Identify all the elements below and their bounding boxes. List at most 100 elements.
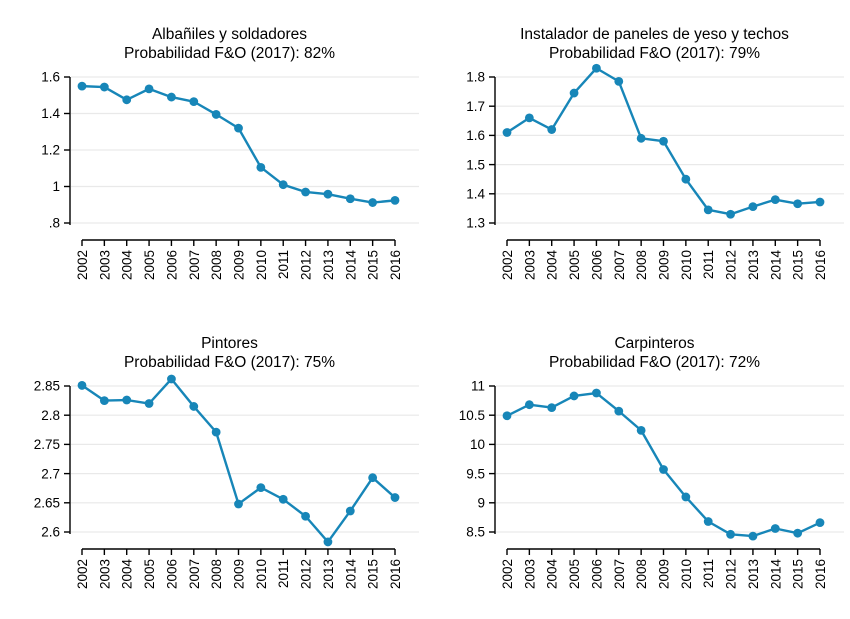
- svg-text:2008: 2008: [634, 250, 649, 280]
- svg-text:2016: 2016: [813, 250, 828, 280]
- svg-text:2.75: 2.75: [34, 437, 60, 452]
- svg-text:2002: 2002: [75, 250, 90, 280]
- svg-text:2002: 2002: [500, 250, 515, 280]
- svg-text:2011: 2011: [276, 250, 291, 279]
- chart-pintores: Pintores Probabilidad F&O (2017): 75% 2.…: [0, 310, 425, 619]
- svg-text:2.7: 2.7: [41, 466, 60, 481]
- svg-text:1.5: 1.5: [466, 157, 485, 172]
- chart-title: Instalador de paneles de yeso y techos: [520, 26, 789, 43]
- chart-subtitle: Probabilidad F&O (2017): 79%: [548, 45, 761, 63]
- svg-text:2013: 2013: [746, 559, 761, 589]
- chart-subtitle: Probabilidad F&O (2017): 75%: [123, 354, 336, 372]
- plot-area-pintores: 2.6 2.65 2.7 2.75 2.8 2.85 2002 2003 2004 2005 200…: [34, 374, 419, 590]
- svg-text:2015: 2015: [366, 250, 381, 280]
- svg-text:2004: 2004: [545, 559, 560, 590]
- plot-area-carpinteros: 8.5 9 9.5 10 10.5 11 2002 2003 2004 2005 2006 2007 2…: [459, 379, 844, 590]
- svg-text:2014: 2014: [343, 559, 358, 590]
- svg-text:2006: 2006: [164, 559, 179, 589]
- chart-carpinteros: Carpinteros Probabilidad F&O (2017): 72%…: [425, 310, 850, 619]
- svg-text:2.8: 2.8: [41, 408, 60, 423]
- svg-text:2014: 2014: [343, 250, 358, 281]
- svg-text:2011: 2011: [701, 559, 716, 588]
- svg-text:2012: 2012: [724, 250, 739, 280]
- chart-title: Pintores: [201, 335, 258, 352]
- svg-text:2009: 2009: [232, 250, 247, 280]
- svg-text:8.5: 8.5: [466, 525, 485, 540]
- plot-area-albaniles: .8 1 1.2 1.4 1.6 2002 2003 2004 2005 2006 2007 2008…: [41, 70, 419, 281]
- plot-area-instalador: 1.3 1.4 1.5 1.6 1.7 1.8 2002 2003 2004 2005 2006 20…: [466, 63, 844, 281]
- chart-header: Pintores Probabilidad F&O (2017): 75%: [0, 310, 425, 372]
- svg-text:1.4: 1.4: [41, 106, 60, 121]
- svg-text:2007: 2007: [187, 250, 202, 280]
- svg-text:2015: 2015: [791, 559, 806, 589]
- svg-text:2011: 2011: [276, 559, 291, 588]
- svg-text:2004: 2004: [120, 559, 135, 590]
- svg-text:9: 9: [477, 496, 485, 511]
- svg-text:2013: 2013: [321, 559, 336, 589]
- svg-text:2005: 2005: [567, 559, 582, 589]
- svg-text:2010: 2010: [679, 559, 694, 589]
- svg-text:2014: 2014: [768, 559, 783, 590]
- svg-text:1.6: 1.6: [41, 70, 60, 85]
- svg-text:2010: 2010: [254, 559, 269, 589]
- svg-text:2.65: 2.65: [34, 496, 60, 511]
- svg-text:2002: 2002: [75, 559, 90, 589]
- svg-text:2007: 2007: [187, 559, 202, 589]
- svg-text:10.5: 10.5: [459, 408, 485, 423]
- chart-header: Instalador de paneles de yeso y techos P…: [425, 1, 850, 63]
- svg-text:2005: 2005: [567, 250, 582, 280]
- svg-text:2004: 2004: [120, 250, 135, 281]
- chart-instalador-paneles-yeso-techos: Instalador de paneles de yeso y techos P…: [425, 1, 850, 310]
- chart-subtitle: Probabilidad F&O (2017): 72%: [548, 354, 761, 372]
- svg-text:2004: 2004: [545, 250, 560, 281]
- svg-text:2011: 2011: [701, 250, 716, 279]
- svg-text:2003: 2003: [97, 559, 112, 589]
- svg-text:2009: 2009: [232, 559, 247, 589]
- svg-text:2016: 2016: [388, 250, 403, 280]
- svg-text:2006: 2006: [589, 559, 604, 589]
- svg-text:2002: 2002: [500, 559, 515, 589]
- svg-text:2005: 2005: [142, 559, 157, 589]
- svg-text:.8: .8: [49, 216, 60, 231]
- svg-text:9.5: 9.5: [466, 466, 485, 481]
- svg-text:2003: 2003: [522, 250, 537, 280]
- svg-text:2010: 2010: [254, 250, 269, 280]
- svg-text:2015: 2015: [791, 250, 806, 280]
- svg-text:2005: 2005: [142, 250, 157, 280]
- svg-text:2016: 2016: [813, 559, 828, 589]
- svg-text:2013: 2013: [321, 250, 336, 280]
- svg-text:1.3: 1.3: [466, 216, 485, 231]
- chart-albaniles-y-soldadores: Albañiles y soldadores Probabilidad F&O …: [0, 1, 425, 310]
- svg-text:2010: 2010: [679, 250, 694, 280]
- svg-text:2009: 2009: [657, 250, 672, 280]
- svg-text:1.7: 1.7: [466, 99, 485, 114]
- chart-subtitle: Probabilidad F&O (2017): 82%: [123, 45, 336, 63]
- svg-text:2003: 2003: [522, 559, 537, 589]
- svg-text:2014: 2014: [768, 250, 783, 281]
- svg-text:2007: 2007: [612, 559, 627, 589]
- svg-text:2.6: 2.6: [41, 525, 60, 540]
- svg-text:2016: 2016: [388, 559, 403, 589]
- svg-text:2006: 2006: [589, 250, 604, 280]
- svg-text:2006: 2006: [164, 250, 179, 280]
- chart-title: Albañiles y soldadores: [151, 26, 308, 43]
- svg-text:2008: 2008: [209, 250, 224, 280]
- svg-text:2008: 2008: [634, 559, 649, 589]
- svg-text:2.85: 2.85: [34, 379, 60, 394]
- svg-text:1: 1: [52, 179, 60, 194]
- svg-text:2012: 2012: [299, 559, 314, 589]
- chart-title: Carpinteros: [614, 335, 695, 352]
- svg-text:1.8: 1.8: [466, 70, 485, 85]
- svg-text:2008: 2008: [209, 559, 224, 589]
- chart-header: Carpinteros Probabilidad F&O (2017): 72%: [425, 310, 850, 372]
- svg-text:1.6: 1.6: [466, 128, 485, 143]
- svg-text:10: 10: [470, 437, 485, 452]
- svg-text:2009: 2009: [657, 559, 672, 589]
- svg-text:1.2: 1.2: [41, 143, 60, 158]
- svg-text:2012: 2012: [724, 559, 739, 589]
- svg-text:2003: 2003: [97, 250, 112, 280]
- svg-text:1.4: 1.4: [466, 187, 485, 202]
- svg-text:2015: 2015: [366, 559, 381, 589]
- svg-text:2013: 2013: [746, 250, 761, 280]
